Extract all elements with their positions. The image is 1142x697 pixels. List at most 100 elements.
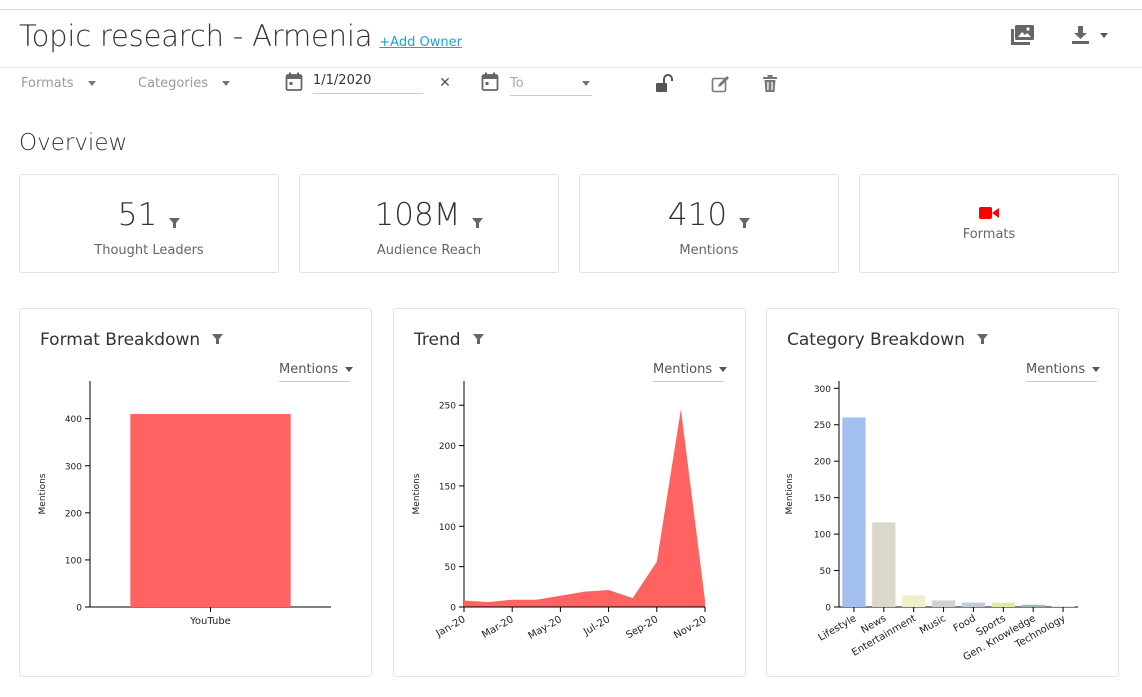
bar [961, 602, 986, 607]
trend-area [464, 409, 705, 607]
audience-reach-label: Audience Reach [376, 243, 482, 258]
category-breakdown-panel: Category Breakdown Mentions 0 50 100 150 200… [766, 308, 1119, 677]
x-tick-label: Music [918, 613, 948, 637]
bar [1021, 604, 1045, 607]
filter-bar: Formats Categories 1/1/2020 ✕ To [0, 70, 1142, 100]
x-tick-label: May-20 [526, 614, 563, 642]
y-tick-label: 50 [445, 563, 457, 573]
filter-icon[interactable] [976, 330, 988, 350]
mentions-card: 410 Mentions [579, 174, 839, 273]
audience-reach-value: 108M [374, 197, 461, 233]
categories-dropdown-label: Categories [138, 76, 209, 91]
bar [842, 417, 866, 607]
trash-icon[interactable] [762, 75, 778, 93]
y-tick-label: 250 [439, 402, 456, 412]
video-camera-icon [860, 206, 1118, 220]
y-tick-label: 200 [65, 509, 82, 519]
bar [1051, 606, 1075, 607]
bar [130, 413, 291, 607]
mentions-value: 410 [667, 197, 728, 233]
thought-leaders-card: 51 Thought Leaders [19, 174, 279, 273]
y-tick-label: 0 [825, 604, 831, 614]
x-tick-label: Food [952, 613, 978, 635]
categories-dropdown[interactable]: Categories [138, 76, 231, 91]
x-tick-label: Mar-20 [480, 614, 515, 641]
metric-dropdown-label: Mentions [1026, 362, 1086, 377]
y-axis-label: Mentions [412, 473, 422, 514]
filter-icon[interactable] [739, 201, 751, 237]
calendar-icon[interactable] [285, 72, 303, 92]
chevron-down-icon [719, 367, 728, 372]
from-date-input[interactable]: 1/1/2020 [313, 70, 423, 94]
metric-dropdown[interactable]: Mentions [653, 362, 728, 382]
formats-dropdown[interactable]: Formats [21, 76, 96, 91]
page-title: Topic research - Armenia [19, 19, 373, 53]
trend-title: Trend [414, 330, 461, 350]
edit-icon[interactable] [711, 74, 731, 94]
chevron-down-icon [1092, 367, 1101, 372]
filter-icon[interactable] [472, 330, 484, 350]
bar [872, 522, 896, 607]
trend-chart: 0 50 100 150 200 250 Mentions Jan-20 Mar-20 May-2… [412, 381, 709, 642]
y-tick-label: 100 [814, 531, 831, 541]
x-tick-label: Jul-20 [581, 614, 612, 638]
y-tick-label: 150 [439, 482, 456, 492]
filter-icon[interactable] [472, 201, 484, 237]
format-breakdown-panel: Format Breakdown Mentions 0 100 200 300 400 M… [19, 308, 372, 677]
format-breakdown-chart: 0 100 200 300 400 Mentions YouTube [38, 381, 331, 627]
y-axis-label: Mentions [38, 473, 48, 514]
y-tick-label: 0 [450, 604, 456, 614]
y-tick-label: 0 [76, 604, 82, 614]
thought-leaders-label: Thought Leaders [94, 243, 204, 258]
metric-dropdown-label: Mentions [653, 362, 713, 377]
filter-icon[interactable] [169, 201, 181, 237]
format-breakdown-title: Format Breakdown [40, 330, 201, 350]
clear-date-icon[interactable]: ✕ [439, 75, 451, 91]
chevron-down-icon [582, 81, 590, 86]
y-tick-label: 50 [820, 567, 832, 577]
x-tick-label: Nov-20 [672, 614, 708, 641]
chevron-down-icon [345, 367, 354, 372]
bar [902, 595, 926, 607]
x-tick-label: Jan-20 [434, 614, 468, 640]
gallery-icon[interactable] [1010, 24, 1036, 46]
audience-reach-card: 108M Audience Reach [299, 174, 559, 273]
bar [931, 600, 956, 607]
thought-leaders-value: 51 [117, 197, 158, 233]
page-header: Topic research - Armenia +Add Owner [19, 19, 462, 53]
chevron-down-icon[interactable] [1100, 32, 1108, 38]
trend-panel: Trend Mentions 0 50 100 150 200 250 Mentions Ja… [393, 308, 746, 677]
unlock-icon[interactable] [655, 74, 675, 94]
top-border [0, 9, 1142, 10]
x-tick-label: YouTube [189, 616, 231, 627]
y-tick-label: 200 [814, 458, 831, 468]
add-owner-link[interactable]: +Add Owner [379, 35, 462, 50]
filter-icon[interactable] [212, 330, 224, 350]
chevron-down-icon [222, 81, 231, 86]
y-tick-label: 100 [439, 523, 456, 533]
y-tick-label: 400 [65, 415, 82, 425]
y-tick-label: 200 [439, 442, 456, 452]
formats-card-label: Formats [962, 227, 1016, 242]
y-axis-label: Mentions [785, 473, 795, 514]
formats-dropdown-label: Formats [21, 76, 74, 91]
category-breakdown-title: Category Breakdown [787, 330, 965, 350]
x-tick-label: Sep-20 [624, 614, 660, 641]
y-tick-label: 300 [65, 462, 82, 472]
overview-title: Overview [19, 130, 128, 156]
header-actions [1010, 24, 1108, 46]
metric-dropdown[interactable]: Mentions [1026, 362, 1101, 382]
download-icon[interactable] [1070, 24, 1092, 46]
y-tick-label: 100 [65, 556, 82, 566]
mentions-label: Mentions [679, 243, 739, 258]
chevron-down-icon [87, 81, 96, 86]
x-tick-label: Lifestyle [817, 613, 859, 644]
header-divider [0, 67, 1142, 68]
formats-card[interactable]: Formats [859, 174, 1119, 273]
to-date-input[interactable]: To [510, 72, 592, 96]
calendar-icon[interactable] [481, 72, 499, 92]
y-tick-label: 250 [814, 421, 831, 431]
metric-dropdown-label: Mentions [279, 362, 339, 377]
metric-dropdown[interactable]: Mentions [279, 362, 354, 382]
